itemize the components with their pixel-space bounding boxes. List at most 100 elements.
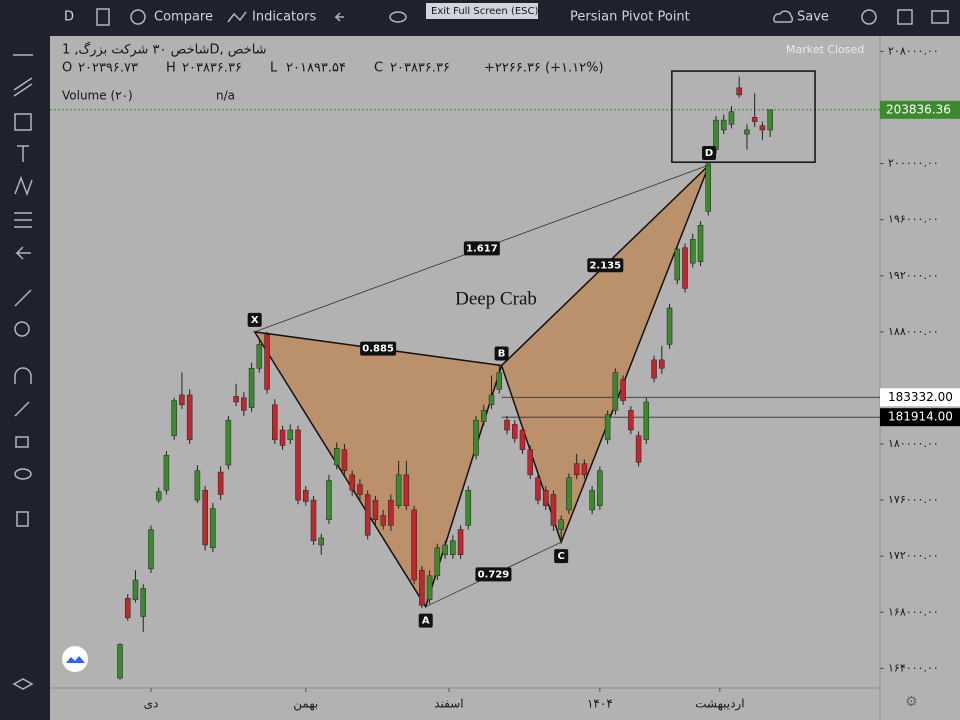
fullscreen-button[interactable] xyxy=(897,9,913,25)
point-label: D xyxy=(705,148,713,159)
ratio-box xyxy=(587,258,624,273)
candle-body xyxy=(202,490,208,546)
layers-tool[interactable] xyxy=(12,678,34,690)
point-box xyxy=(418,613,433,628)
candle-body xyxy=(751,117,758,122)
candle-body xyxy=(666,307,673,345)
ohlc-value: ۲۰۱۸۹۳.۵۴ xyxy=(286,61,346,76)
y-tick-label: ۱۸۰۰۰۰.۰۰ xyxy=(888,437,939,450)
candle-body xyxy=(767,109,773,131)
left-toolbar xyxy=(0,36,48,720)
candle-body xyxy=(643,401,650,441)
x-tick-label: دی xyxy=(144,697,159,711)
last-price-label: 203836.36 xyxy=(886,102,951,116)
candle-body xyxy=(465,490,472,526)
volume-label: Volume (۲۰) xyxy=(62,89,133,103)
settings-button[interactable] xyxy=(861,9,877,25)
pattern-tool[interactable] xyxy=(14,175,33,197)
ohlc-key: H xyxy=(166,61,176,76)
eye-button[interactable] xyxy=(389,11,407,23)
candle-body xyxy=(140,588,146,617)
y-tick-label: ۱۶۴۰۰۰.۰۰ xyxy=(888,661,939,674)
candle-body xyxy=(612,372,619,411)
candle-body xyxy=(318,537,324,546)
point-box xyxy=(247,312,262,327)
price-tag xyxy=(880,388,960,407)
visibility-tool[interactable] xyxy=(14,468,32,480)
text-tool[interactable] xyxy=(17,145,29,162)
undo-button[interactable] xyxy=(334,12,344,22)
pattern-name: Deep Crab xyxy=(455,288,537,309)
screenshot-button[interactable] xyxy=(931,10,949,24)
price-tag-label: 181914.00 xyxy=(888,410,953,424)
ohlc-value: ۲۰۲۳۹۶.۷۳ xyxy=(78,61,138,76)
shape-tool[interactable] xyxy=(14,113,32,131)
y-tick-label: ۱۸۸۰۰۰.۰۰ xyxy=(888,325,939,338)
pencil-tool[interactable] xyxy=(14,401,30,417)
candle-body xyxy=(581,463,588,476)
chart-type-icon[interactable] xyxy=(96,8,110,26)
candle-body xyxy=(504,419,510,431)
candle-body xyxy=(674,248,681,281)
back-tool[interactable] xyxy=(15,246,31,260)
indicators-icon[interactable] xyxy=(227,11,247,23)
last-price-tag xyxy=(880,100,960,119)
point-label: B xyxy=(498,349,506,360)
candle-body xyxy=(411,509,417,581)
prediction-tool[interactable] xyxy=(14,212,32,228)
candle-body xyxy=(179,394,185,406)
ohlc-value: ۲۰۳۸۳۶.۳۶ xyxy=(182,61,242,76)
candle-body xyxy=(380,515,386,526)
left-tools xyxy=(12,54,34,690)
candle-body xyxy=(759,125,766,131)
candle-body xyxy=(395,474,402,506)
ratio-box xyxy=(360,341,397,356)
zoom-tool[interactable] xyxy=(14,321,30,337)
symbol-button[interactable]: D xyxy=(64,10,74,25)
candle-body xyxy=(496,372,503,390)
logo[interactable] xyxy=(62,646,88,672)
candle-body xyxy=(124,598,131,619)
candle-body xyxy=(155,491,162,501)
candle-body xyxy=(117,644,123,679)
x-tick-label: ۱۴۰۴ xyxy=(587,697,613,711)
candle-body xyxy=(481,410,487,422)
ratio-label: 0.885 xyxy=(362,344,394,355)
magnet-tool[interactable] xyxy=(14,367,32,384)
candle-body xyxy=(210,508,216,549)
candle-body xyxy=(736,87,742,96)
candle-body xyxy=(542,490,549,506)
candle-body xyxy=(550,494,557,526)
indicators-button[interactable]: Indicators xyxy=(252,10,316,25)
save-button[interactable]: Save xyxy=(797,10,829,25)
cloud-icon[interactable] xyxy=(773,10,794,23)
candle-body xyxy=(690,239,696,264)
candle-body xyxy=(457,529,464,556)
delete-tool[interactable] xyxy=(16,511,29,527)
candle-body xyxy=(163,454,170,491)
candle-body xyxy=(295,429,301,501)
candle-body xyxy=(171,400,177,436)
candle-body xyxy=(426,575,433,600)
candle-body xyxy=(728,111,735,125)
ratio-label: 2.135 xyxy=(589,260,621,271)
compare-button[interactable]: Compare xyxy=(154,10,213,25)
measure-tool[interactable] xyxy=(14,289,32,307)
layout-name[interactable]: Persian Pivot Point xyxy=(570,10,690,25)
candle-body xyxy=(659,359,665,369)
point-label: X xyxy=(251,315,259,326)
axis-settings[interactable]: ⚙ xyxy=(905,694,918,710)
candle-body xyxy=(720,119,727,131)
y-tick-label: ۱۷۶۰۰۰.۰۰ xyxy=(888,493,939,506)
point-label: C xyxy=(558,551,565,562)
fib-tool[interactable] xyxy=(13,77,33,97)
point-box xyxy=(494,346,509,361)
candle-body xyxy=(434,547,441,577)
candle-body xyxy=(604,414,611,441)
candle-body xyxy=(419,569,425,606)
compare-icon[interactable] xyxy=(130,9,146,25)
price-tag-label: 183332.00 xyxy=(888,390,953,404)
candle-body xyxy=(264,334,270,390)
lock-tool[interactable] xyxy=(15,436,29,448)
point-box xyxy=(702,145,717,160)
